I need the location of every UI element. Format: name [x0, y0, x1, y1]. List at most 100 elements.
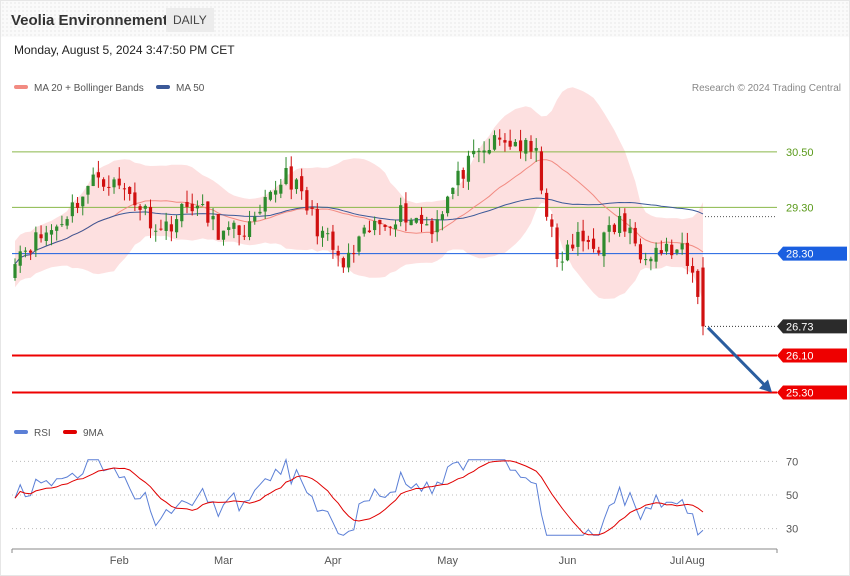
- candle-body: [117, 178, 121, 186]
- candle: [232, 220, 236, 239]
- candle-body: [571, 244, 575, 249]
- candle: [685, 232, 689, 275]
- pivot-tag: [777, 246, 847, 261]
- candle-body: [237, 225, 241, 235]
- candle: [29, 249, 33, 261]
- candle-body: [112, 179, 116, 188]
- candle-body: [607, 225, 611, 232]
- candle-body: [618, 215, 622, 233]
- candle: [23, 247, 28, 258]
- candle-body: [373, 220, 377, 231]
- candle-body: [169, 224, 173, 232]
- candle: [430, 217, 434, 244]
- candle: [148, 199, 153, 239]
- candle-body: [263, 197, 267, 212]
- candle-body: [482, 150, 486, 153]
- candle: [65, 216, 69, 230]
- period-button[interactable]: DAILY: [166, 8, 214, 32]
- candle-body: [440, 214, 444, 220]
- candle: [18, 245, 22, 273]
- candle: [555, 223, 559, 268]
- candle-body: [633, 227, 637, 244]
- candle-body: [195, 205, 200, 209]
- candle: [263, 189, 267, 220]
- candle-body: [86, 185, 90, 195]
- candle: [107, 175, 111, 196]
- candle: [680, 232, 684, 255]
- candle: [133, 182, 137, 211]
- candle-body: [211, 216, 215, 220]
- candle: [461, 167, 465, 189]
- candle: [81, 196, 85, 216]
- candle: [268, 190, 272, 202]
- bollinger-band: [15, 87, 703, 302]
- candle-body: [122, 188, 127, 190]
- candle: [289, 156, 293, 200]
- candle-body: [404, 203, 408, 223]
- support-tag-25.30: [777, 385, 847, 400]
- candle: [13, 258, 17, 281]
- candle: [242, 224, 246, 241]
- candle: [529, 135, 533, 160]
- candle: [305, 186, 309, 215]
- candle: [331, 224, 335, 259]
- resistance-label-29.30: 29.30: [786, 202, 814, 214]
- candle-body: [102, 179, 106, 187]
- candle: [86, 185, 90, 204]
- candle-body: [96, 172, 100, 178]
- level-labels: 30.50 29.30 28.30 26.73 26.10 25.30: [777, 147, 847, 400]
- candle: [477, 147, 481, 163]
- candle-body: [586, 239, 590, 242]
- candle-body: [279, 184, 283, 194]
- x-tick-label-May: May: [437, 555, 458, 567]
- rsi-tick-30: 30: [786, 524, 798, 536]
- candle-body: [357, 236, 361, 252]
- candle: [638, 238, 643, 264]
- candle: [571, 233, 575, 251]
- credit-text: Research © 2024 Trading Central: [692, 83, 841, 94]
- candle: [524, 137, 528, 162]
- candle-body: [399, 205, 403, 223]
- candle-body: [638, 244, 643, 260]
- candle-body: [461, 170, 465, 179]
- candle-body: [628, 227, 632, 234]
- candle-body: [425, 224, 429, 226]
- candle-body: [654, 247, 658, 262]
- target-arrow: [706, 326, 772, 393]
- candle-body: [701, 267, 705, 327]
- candle: [628, 218, 632, 245]
- candle: [466, 150, 471, 190]
- candle: [565, 240, 570, 262]
- legend-label-9ma: 9MA: [83, 428, 104, 439]
- candle: [169, 215, 173, 242]
- candle: [440, 211, 444, 231]
- candle-body: [518, 140, 523, 152]
- resistance-label-30.50: 30.50: [786, 147, 814, 159]
- rsi-legend: RSI 9MA: [14, 428, 104, 439]
- candle-body: [91, 174, 95, 187]
- rsi-line: [14, 457, 704, 536]
- candle-body: [560, 261, 564, 263]
- candle: [591, 228, 596, 253]
- support-label-26.10: 26.10: [786, 350, 814, 362]
- candle: [216, 214, 220, 240]
- candle: [633, 222, 637, 247]
- candle: [112, 177, 116, 194]
- candle: [159, 219, 163, 231]
- x-tick-label-Mar: Mar: [214, 555, 233, 567]
- candle: [399, 197, 403, 227]
- candle-body: [206, 201, 210, 223]
- candle: [607, 216, 611, 243]
- candle: [654, 242, 658, 269]
- candle: [388, 226, 392, 236]
- candle: [122, 182, 127, 201]
- candle: [174, 215, 179, 239]
- candle-body: [383, 224, 387, 228]
- candle: [55, 224, 59, 241]
- candle: [472, 139, 476, 158]
- candle: [70, 194, 74, 223]
- candle: [91, 167, 95, 187]
- candle-body: [346, 252, 351, 268]
- rsi-tick-50: 50: [786, 490, 798, 502]
- candle-body: [284, 167, 288, 184]
